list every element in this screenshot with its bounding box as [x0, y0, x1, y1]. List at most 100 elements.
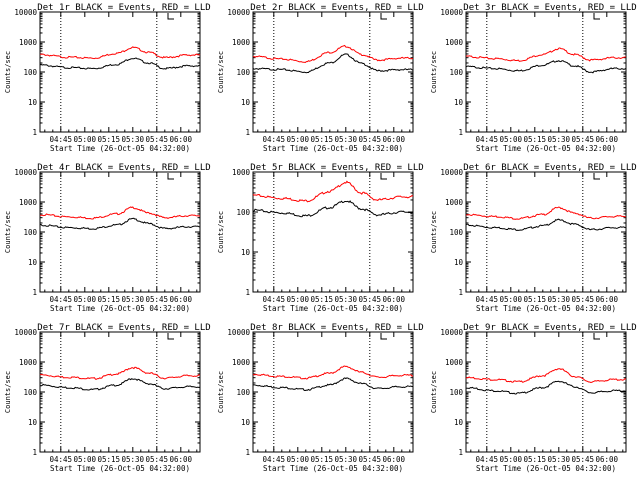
corner-marker: [380, 333, 387, 340]
panel-title: Det 3r BLACK = Events, RED = LLD: [463, 3, 636, 13]
corner-marker: [593, 333, 600, 340]
x-tick-label: 05:15: [524, 455, 547, 464]
y-tick-label: 1000: [445, 38, 464, 47]
x-tick-label: 05:45: [359, 135, 382, 144]
series-line-events: [252, 53, 414, 74]
panel-det-2: Det 2r BLACK = Events, RED = LLD 1 10 100 10…: [217, 3, 424, 153]
series-line-events: [39, 217, 201, 230]
x-tick-label: 06:00: [383, 455, 406, 464]
series-line-lld: [252, 365, 414, 380]
x-tick-label: 05:30: [122, 135, 145, 144]
corner-marker: [167, 173, 174, 180]
x-tick-label: 04:45: [476, 295, 499, 304]
x-axis-label: Start Time (26-Oct-05 04:32:00): [263, 144, 403, 153]
x-tick-label: 04:45: [476, 135, 499, 144]
y-tick-label: 1000: [19, 198, 38, 207]
x-tick-label: 04:45: [50, 295, 73, 304]
y-tick-label: 100: [23, 68, 37, 77]
x-axis-label: Start Time (26-Oct-05 04:32:00): [476, 144, 616, 153]
series-line-events: [252, 200, 414, 218]
panel-title: Det 7r BLACK = Events, RED = LLD: [37, 323, 210, 333]
series-line-lld: [39, 206, 201, 220]
x-tick-label: 05:30: [548, 135, 571, 144]
y-tick-label: 10: [28, 98, 38, 107]
x-tick-label: 04:45: [50, 135, 73, 144]
y-tick-label: 10: [454, 98, 464, 107]
y-axis-label: Counts/sec: [4, 371, 12, 413]
y-tick-label: 1000: [445, 198, 464, 207]
panel-title: Det 8r BLACK = Events, RED = LLD: [250, 323, 423, 333]
panel-title: Det 9r BLACK = Events, RED = LLD: [463, 323, 636, 333]
y-tick-label: 1: [458, 448, 463, 457]
x-tick-label: 05:15: [98, 135, 121, 144]
x-tick-label: 05:15: [98, 295, 121, 304]
series-line-lld: [39, 46, 201, 60]
x-tick-label: 05:00: [287, 455, 310, 464]
x-tick-label: 05:00: [287, 135, 310, 144]
x-axis-label: Start Time (26-Oct-05 04:32:00): [263, 464, 403, 473]
y-tick-label: 10000: [227, 328, 250, 337]
corner-marker: [380, 173, 387, 180]
x-tick-label: 05:00: [74, 295, 97, 304]
series-line-lld: [252, 180, 414, 203]
x-tick-label: 06:00: [170, 295, 193, 304]
x-tick-label: 05:15: [311, 135, 334, 144]
x-tick-label: 05:00: [74, 135, 97, 144]
y-axis-label: Counts/sec: [217, 211, 225, 253]
x-axis-label: Start Time (26-Oct-05 04:32:00): [50, 464, 190, 473]
y-tick-label: 10000: [227, 8, 250, 17]
panel-det-6: Det 6r BLACK = Events, RED = LLD 1 10 100 10…: [430, 163, 637, 313]
y-tick-label: 10: [454, 418, 464, 427]
panel-title: Det 1r BLACK = Events, RED = LLD: [37, 3, 210, 13]
x-tick-label: 05:15: [98, 455, 121, 464]
panel-det-9: Det 9r BLACK = Events, RED = LLD 1 10 100 10…: [430, 323, 637, 473]
x-tick-label: 05:15: [311, 455, 334, 464]
x-axis-label: Start Time (26-Oct-05 04:32:00): [476, 304, 616, 313]
y-tick-label: 10000: [440, 328, 463, 337]
x-tick-label: 04:45: [476, 455, 499, 464]
corner-marker: [167, 13, 174, 20]
x-tick-label: 05:15: [524, 295, 547, 304]
panel-det-8: Det 8r BLACK = Events, RED = LLD 1 10 100 10…: [217, 323, 424, 473]
x-tick-label: 06:00: [170, 135, 193, 144]
series-line-lld: [39, 366, 201, 380]
y-tick-label: 10: [28, 418, 38, 427]
y-axis-label: Counts/sec: [430, 211, 438, 253]
y-tick-label: 1: [32, 448, 37, 457]
plot-frame: [465, 11, 627, 133]
x-axis-label: Start Time (26-Oct-05 04:32:00): [50, 304, 190, 313]
series-line-events: [252, 377, 414, 392]
x-tick-label: 04:45: [50, 455, 73, 464]
y-tick-label: 1: [458, 128, 463, 137]
y-tick-label: 1: [245, 128, 250, 137]
y-axis-label: Counts/sec: [430, 51, 438, 93]
x-tick-label: 05:30: [335, 455, 358, 464]
series-line-lld: [465, 47, 626, 62]
x-tick-label: 05:30: [335, 135, 358, 144]
panel-det-7: Det 7r BLACK = Events, RED = LLD 1 10 100 10…: [4, 323, 211, 473]
x-tick-label: 05:45: [572, 455, 595, 464]
plot-frame: [39, 171, 201, 293]
panel-title: Det 5r BLACK = Events, RED = LLD: [250, 163, 423, 173]
x-tick-label: 05:15: [524, 135, 547, 144]
y-tick-label: 10: [241, 248, 251, 257]
panel-det-4: Det 4r BLACK = Events, RED = LLD 1 10 100 10…: [4, 163, 211, 313]
y-tick-label: 10000: [14, 168, 37, 177]
plot-frame: [39, 11, 201, 133]
x-axis-label: Start Time (26-Oct-05 04:32:00): [263, 304, 403, 313]
x-tick-label: 05:30: [548, 455, 571, 464]
y-tick-label: 1: [32, 128, 37, 137]
corner-marker: [593, 173, 600, 180]
y-axis-label: Counts/sec: [4, 211, 12, 253]
y-tick-label: 100: [236, 388, 250, 397]
y-tick-label: 100: [236, 208, 250, 217]
y-tick-label: 100: [449, 388, 463, 397]
series-line-events: [39, 57, 201, 70]
y-tick-label: 10000: [440, 168, 463, 177]
x-tick-label: 06:00: [596, 295, 619, 304]
series-line-lld: [465, 206, 627, 220]
x-axis-label: Start Time (26-Oct-05 04:32:00): [50, 144, 190, 153]
y-tick-label: 10000: [14, 328, 37, 337]
y-axis-label: Counts/sec: [4, 51, 12, 93]
